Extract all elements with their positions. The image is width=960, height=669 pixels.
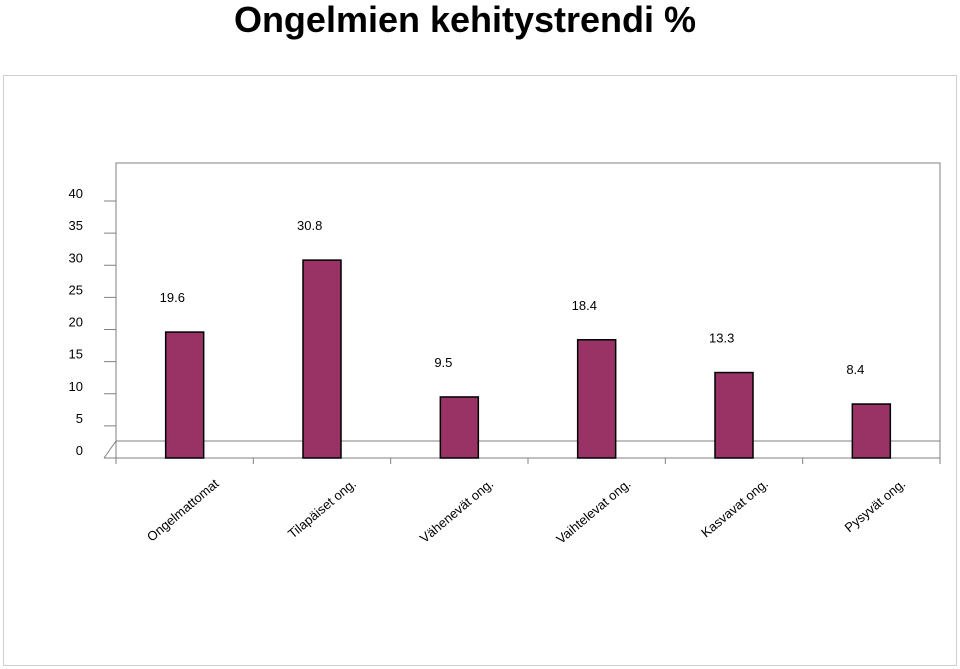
chart-area-frame xyxy=(3,75,957,666)
bar xyxy=(302,259,342,459)
bar xyxy=(576,339,617,459)
y-tick-label: 25 xyxy=(69,282,83,297)
data-label: 9.5 xyxy=(434,355,452,370)
bar xyxy=(164,331,205,459)
y-tick-label: 5 xyxy=(76,411,83,426)
y-tick-label: 10 xyxy=(69,379,83,394)
chart-title: Ongelmien kehitystrendi % xyxy=(233,0,697,40)
category-label: Kasvavat ong. xyxy=(698,476,771,540)
data-label: 30.8 xyxy=(297,218,322,233)
y-tick-label: 20 xyxy=(69,315,83,330)
data-label: 19.6 xyxy=(160,290,185,305)
floor-edge xyxy=(103,440,117,459)
y-tick-label: 0 xyxy=(76,443,83,458)
plot-area xyxy=(115,162,941,442)
bar xyxy=(439,396,480,459)
y-tick-label: 35 xyxy=(69,218,83,233)
bar xyxy=(851,403,892,459)
y-tick-label: 15 xyxy=(69,347,83,362)
data-label: 8.4 xyxy=(846,362,864,377)
data-label: 18.4 xyxy=(572,298,597,313)
y-tick-label: 30 xyxy=(69,250,83,265)
chart-floor xyxy=(115,440,941,459)
category-label: Ongelmattomat xyxy=(144,476,222,545)
bar xyxy=(714,371,754,459)
category-label: Pysyvät ong. xyxy=(842,476,909,535)
category-label: Vähenevät ong. xyxy=(417,476,496,546)
y-tick-label: 40 xyxy=(69,186,83,201)
category-label: Vaihtelevat ong. xyxy=(553,476,633,547)
category-label: Tilapäiset ong. xyxy=(285,476,359,542)
data-label: 13.3 xyxy=(709,331,734,346)
